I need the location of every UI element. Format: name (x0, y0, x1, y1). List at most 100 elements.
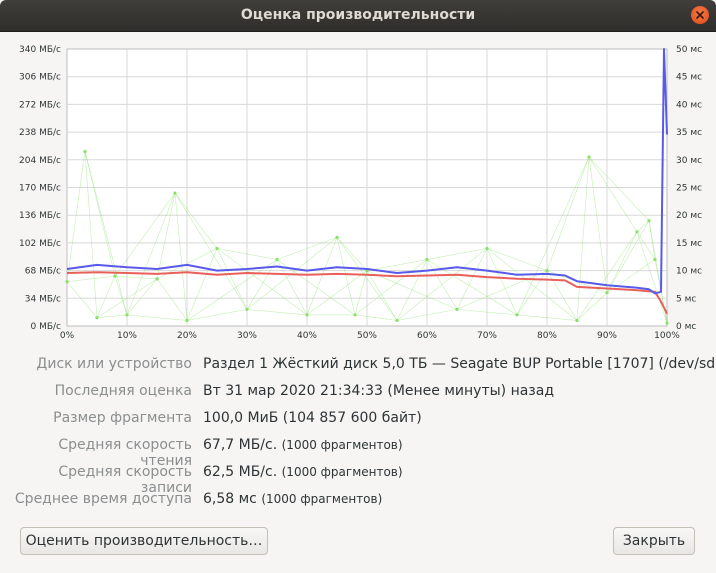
info-value: 6,58 мс (1000 фрагментов) (203, 491, 382, 507)
window-title: Оценка производительности (240, 7, 476, 23)
access-time-line (216, 248, 308, 316)
y-right-tick-label: 5 мс (676, 294, 696, 304)
access-time-point (83, 149, 87, 154)
x-tick-label: 40% (297, 331, 317, 341)
access-time-point (455, 307, 459, 311)
access-time-line (588, 156, 650, 221)
x-tick-label: 80% (537, 331, 557, 341)
info-label: Средняя скорость чтения (58, 437, 192, 469)
info-value-text: Раздел 1 Жёсткий диск 5,0 ТБ — Seagate B… (203, 356, 716, 372)
access-time-line (486, 248, 548, 271)
access-time-line (576, 231, 638, 321)
x-tick-label: 30% (237, 331, 257, 341)
access-time-line (486, 248, 578, 321)
access-time-line (276, 237, 338, 260)
access-time-line (576, 157, 590, 321)
access-time-point (155, 277, 159, 281)
y-right-tick-label: 10 мс (676, 267, 702, 277)
x-tick-label: 60% (417, 331, 437, 341)
title-bar[interactable]: Оценка производительности (0, 0, 716, 32)
access-time-line (516, 156, 590, 316)
access-time-line (456, 309, 518, 316)
info-value: 67,7 МБ/с. (1000 фрагментов) (203, 437, 403, 453)
x-tick-label: 70% (477, 331, 497, 341)
access-time-line (456, 248, 488, 310)
benchmark-chart: 0% 10% 20% 30% 40% 50% 60% 70% 80% 90% 100% 0 МБ/с 3… (0, 32, 716, 342)
chart-ticks: 0% 10% 20% 30% 40% 50% 60% 70% 80% 90% 100% 0 МБ/с 3… (19, 45, 702, 341)
access-time-line (126, 314, 188, 321)
access-time-line (426, 248, 488, 260)
access-time-point (185, 318, 189, 323)
access-time-point (647, 219, 651, 223)
access-time-line (66, 151, 86, 282)
close-icon (696, 11, 704, 19)
access-time-line (426, 259, 458, 310)
access-time-point (665, 321, 669, 325)
access-time-line (84, 151, 116, 277)
info-value: 62,5 МБ/с. (1000 фрагментов) (203, 464, 403, 480)
read-speed-line (66, 48, 668, 295)
access-time-line (456, 270, 548, 310)
y-left-tick-label: 102 МБ/с (19, 239, 61, 249)
y-left-tick-label: 238 МБ/с (19, 128, 61, 138)
y-right-tick-label: 15 мс (676, 239, 702, 249)
access-time-point (587, 155, 591, 159)
access-time-line (576, 292, 608, 321)
x-tick-label: 20% (177, 331, 197, 341)
access-time-line (174, 192, 218, 249)
chart-svg: 0% 10% 20% 30% 40% 50% 60% 70% 80% 90% 100% 0 МБ/с 3… (19, 45, 702, 341)
y-right-tick-label: 20 мс (676, 211, 702, 221)
access-time-line (156, 278, 188, 321)
access-time-line (186, 259, 278, 321)
info-label: Диск или устройство (36, 356, 192, 372)
access-time-line (276, 259, 308, 316)
access-time-line (606, 231, 638, 293)
access-time-line (636, 220, 650, 233)
start-benchmark-button[interactable]: Оценить производительность… (20, 527, 268, 555)
access-time-point (113, 274, 117, 278)
access-time-line (84, 151, 98, 318)
access-time-point (275, 257, 279, 262)
write-speed-line (66, 271, 668, 315)
y-right-tick-label: 30 мс (676, 156, 702, 166)
access-time-line (174, 192, 248, 310)
info-value-text: Вт 31 мар 2020 21:34:33 (Менее минуты) н… (203, 383, 554, 399)
y-right-tick-label: 0 мс (676, 322, 696, 332)
y-right-tick-label: 45 мс (676, 73, 702, 83)
access-time-line (354, 270, 368, 315)
access-time-point (353, 313, 357, 317)
access-time-line (354, 259, 428, 316)
access-time-line (114, 275, 158, 280)
y-right-tick-label: 40 мс (676, 100, 702, 110)
access-time-point (335, 235, 339, 239)
access-time-line (216, 248, 248, 310)
window-close-button[interactable] (691, 6, 709, 24)
access-time-line (366, 259, 428, 271)
access-time-line (336, 237, 356, 315)
access-time-line (396, 259, 428, 321)
access-time-line (186, 309, 248, 321)
access-time-line (606, 220, 650, 293)
access-time-point (605, 291, 609, 295)
y-left-tick-label: 204 МБ/с (19, 156, 61, 166)
close-button[interactable]: Закрыть (613, 527, 695, 555)
access-time-line (588, 156, 638, 232)
info-value: Вт 31 мар 2020 21:34:33 (Менее минуты) н… (203, 383, 554, 399)
access-time-line (486, 248, 518, 316)
access-time-line (156, 192, 176, 279)
y-left-tick-label: 272 МБ/с (19, 100, 61, 110)
info-label: Размер фрагмента (53, 410, 192, 426)
access-time-point (65, 280, 69, 284)
access-time-line (66, 275, 116, 282)
x-tick-label: 10% (117, 331, 137, 341)
access-time-line (606, 259, 656, 294)
access-time-line (354, 314, 398, 321)
access-time-line (306, 270, 368, 316)
y-left-tick-label: 0 МБ/с (30, 322, 61, 332)
y-left-tick-label: 170 МБ/с (19, 184, 61, 194)
access-time-line (96, 314, 128, 318)
access-time-line (126, 278, 158, 316)
access-time-line (636, 231, 656, 260)
info-label: Последняя оценка (54, 383, 192, 399)
access-time-line (516, 314, 578, 321)
